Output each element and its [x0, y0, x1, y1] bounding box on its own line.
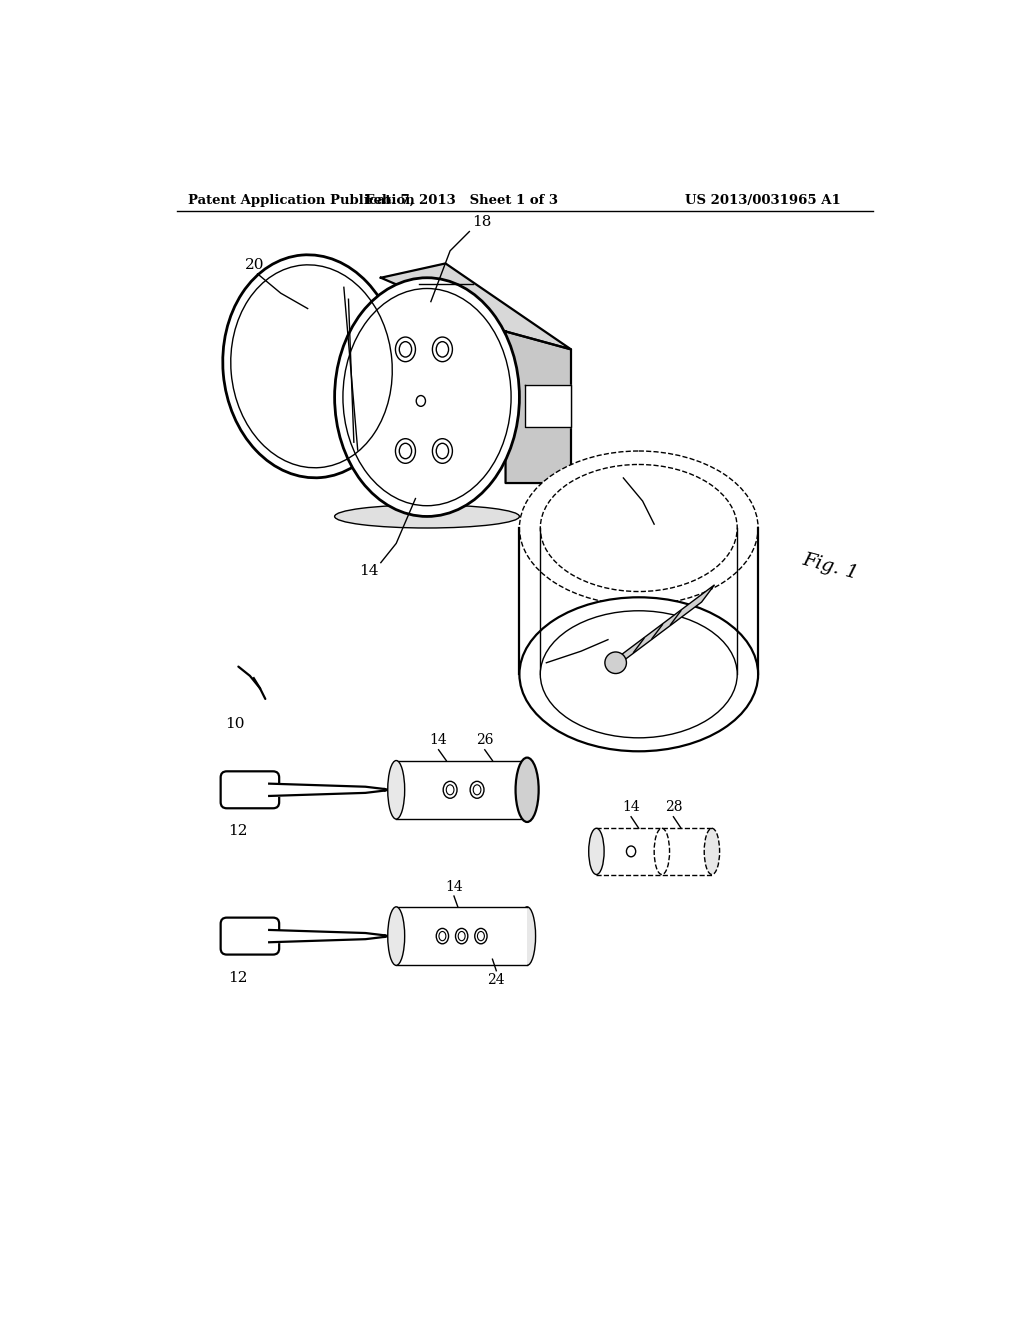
Text: 26: 26 — [476, 734, 494, 747]
Text: Patent Application Publication: Patent Application Publication — [188, 194, 415, 207]
FancyBboxPatch shape — [220, 917, 280, 954]
Text: 18: 18 — [472, 215, 492, 230]
Ellipse shape — [518, 907, 536, 965]
Ellipse shape — [223, 255, 400, 478]
Text: 14: 14 — [623, 800, 640, 814]
Text: 14: 14 — [445, 879, 463, 894]
Ellipse shape — [335, 277, 519, 516]
Text: 24: 24 — [487, 973, 505, 987]
Text: 22: 22 — [601, 462, 621, 475]
FancyBboxPatch shape — [220, 771, 280, 808]
Ellipse shape — [432, 438, 453, 463]
Ellipse shape — [589, 829, 604, 874]
Text: Fig. 1: Fig. 1 — [801, 550, 860, 582]
Ellipse shape — [519, 451, 758, 605]
Bar — [396, 907, 527, 965]
Ellipse shape — [389, 935, 393, 939]
Ellipse shape — [456, 928, 468, 944]
Text: 14: 14 — [430, 734, 447, 747]
Polygon shape — [609, 585, 715, 672]
Text: 12: 12 — [228, 825, 248, 838]
Ellipse shape — [654, 829, 670, 874]
Text: 28: 28 — [665, 800, 682, 814]
Text: 10: 10 — [224, 717, 245, 731]
Text: 16: 16 — [524, 665, 544, 678]
Ellipse shape — [519, 597, 758, 751]
Text: 20: 20 — [245, 257, 264, 272]
Ellipse shape — [443, 781, 457, 799]
Ellipse shape — [335, 506, 519, 528]
Ellipse shape — [605, 652, 627, 673]
Ellipse shape — [395, 438, 416, 463]
Ellipse shape — [388, 760, 404, 818]
Ellipse shape — [705, 829, 720, 874]
Ellipse shape — [432, 337, 453, 362]
Ellipse shape — [436, 928, 449, 944]
Polygon shape — [381, 264, 571, 350]
Ellipse shape — [389, 788, 393, 792]
Ellipse shape — [627, 846, 636, 857]
Ellipse shape — [395, 337, 416, 362]
Ellipse shape — [475, 928, 487, 944]
Text: US 2013/0031965 A1: US 2013/0031965 A1 — [685, 194, 841, 207]
Ellipse shape — [518, 760, 536, 818]
Ellipse shape — [541, 611, 737, 738]
Text: Feb. 7, 2013   Sheet 1 of 3: Feb. 7, 2013 Sheet 1 of 3 — [366, 194, 558, 207]
Text: 14: 14 — [359, 564, 379, 578]
Ellipse shape — [388, 907, 404, 965]
Ellipse shape — [515, 758, 539, 822]
Ellipse shape — [416, 396, 425, 407]
Ellipse shape — [470, 781, 484, 799]
Polygon shape — [524, 385, 571, 426]
Polygon shape — [506, 331, 571, 483]
Bar — [396, 760, 527, 818]
Text: 12: 12 — [228, 970, 248, 985]
